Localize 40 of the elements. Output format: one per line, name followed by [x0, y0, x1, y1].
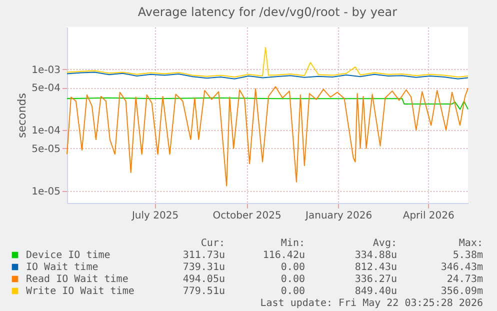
- y-tick-label: 1e-04: [32, 126, 60, 137]
- legend-label: Read IO Wait time: [26, 274, 128, 285]
- text: 739.31u: [182, 262, 225, 273]
- text: 494.05u: [182, 274, 225, 285]
- text: 356.09m: [440, 286, 483, 297]
- y-tick-label: 5e-04: [32, 83, 60, 94]
- text: 0.00: [280, 286, 305, 297]
- line-series: [66, 86, 468, 187]
- text: 5.38m: [452, 250, 483, 261]
- legend-label: IO Wait time: [26, 262, 98, 273]
- text: Min:: [280, 238, 305, 249]
- legend-label: Device IO time: [26, 250, 110, 261]
- y-tick-label: 1e-03: [32, 64, 60, 76]
- legend-label: Write IO Wait time: [26, 286, 134, 297]
- text: 346.43m: [440, 262, 483, 273]
- text: 334.88u: [354, 250, 397, 261]
- y-tick-label: 5e-05: [32, 144, 60, 155]
- text: Max:: [458, 238, 483, 249]
- text: 24.73m: [446, 274, 483, 285]
- x-tick-label: January 2026: [304, 210, 372, 222]
- y-tick-label: 1e-05: [32, 186, 60, 198]
- text: 116.42u: [262, 250, 305, 261]
- text: 779.51u: [182, 286, 225, 297]
- text: Cur:: [200, 238, 225, 249]
- line-series: [66, 97, 468, 110]
- x-tick-label: July 2025: [130, 210, 179, 222]
- chart-title: Average latency for /dev/vg0/root - by year: [138, 5, 398, 19]
- text: 849.40u: [354, 286, 397, 297]
- text: Avg:: [372, 238, 397, 249]
- x-tick-label: October 2025: [212, 210, 282, 222]
- text: 311.73u: [182, 250, 225, 261]
- y-axis-title: seconds: [16, 92, 29, 138]
- text: 812.43u: [354, 262, 397, 273]
- line-series: [66, 46, 468, 78]
- text: Last update: Fri May 22 03:25:28 2026: [260, 298, 483, 309]
- text: 0.00: [280, 274, 305, 285]
- x-tick-label: April 2026: [402, 210, 454, 222]
- line-series: [66, 72, 468, 80]
- text: 0.00: [280, 262, 305, 273]
- text: 336.27u: [354, 274, 397, 285]
